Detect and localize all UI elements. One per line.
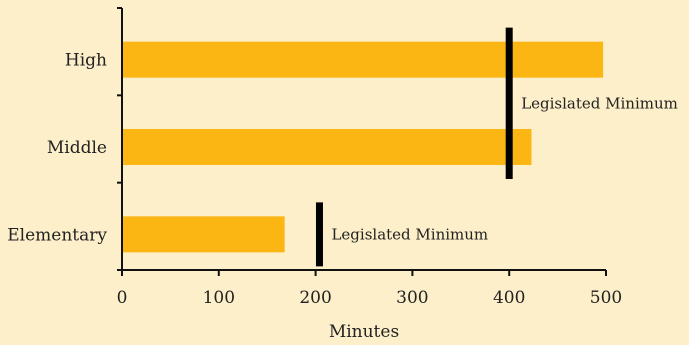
axes-group xyxy=(117,7,607,276)
bar-elementary xyxy=(122,216,285,253)
x-tick-label-400: 400 xyxy=(493,288,525,308)
category-label-middle: Middle xyxy=(47,138,107,158)
reference-line-label-2: Legislated Minimum xyxy=(331,225,488,243)
bar-high xyxy=(122,41,604,78)
category-label-elementary: Elementary xyxy=(7,225,107,245)
x-tick-label-200: 200 xyxy=(299,288,331,308)
x-tick-label-500: 500 xyxy=(590,288,622,308)
reference-lines-group xyxy=(315,27,513,267)
bar-middle xyxy=(122,129,532,165)
category-label-high: High xyxy=(65,51,107,71)
x-tick-label-300: 300 xyxy=(396,288,428,308)
bars-group xyxy=(122,41,604,253)
reference-line-label-1: Legislated Minimum xyxy=(521,94,678,112)
x-tick-label-0: 0 xyxy=(117,288,128,308)
x-tick-label-100: 100 xyxy=(203,288,235,308)
x-axis-title: Minutes xyxy=(329,322,399,342)
labels-group: High Middle Elementary Legislated Minimum Le… xyxy=(7,51,678,308)
